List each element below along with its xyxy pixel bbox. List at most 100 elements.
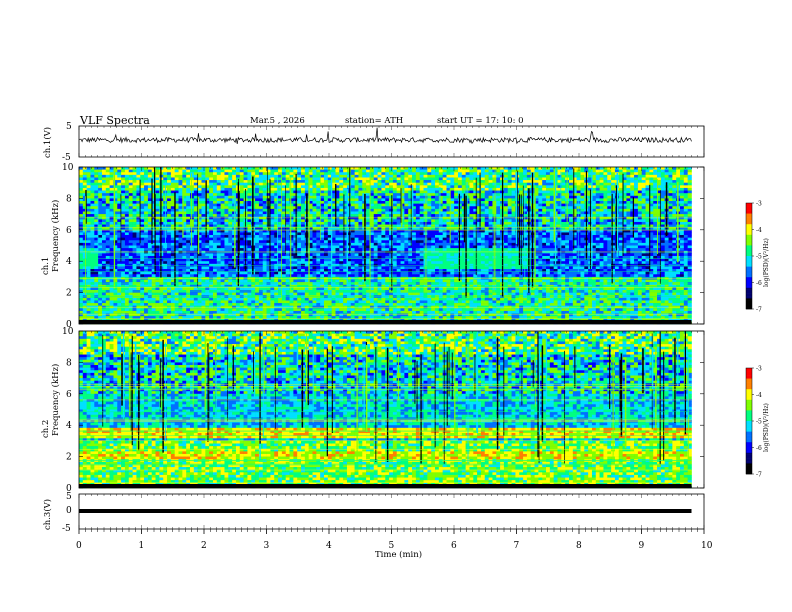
spectrogram-cell — [144, 237, 149, 241]
spectrogram-cell — [293, 203, 298, 207]
spectrogram-cell — [369, 292, 375, 296]
spectrogram-cell — [205, 289, 210, 293]
spectrogram-cell — [278, 292, 283, 296]
spectrogram-cell — [228, 248, 233, 252]
spectrogram-cell — [281, 193, 287, 197]
spectrogram-cell — [128, 227, 133, 231]
spectrogram-cell — [247, 245, 252, 249]
spectrogram-cell — [331, 169, 336, 173]
spectrogram-cell — [258, 316, 264, 320]
spectrogram-cell — [281, 187, 287, 191]
spectrogram-cell — [278, 282, 283, 286]
spectrogram-cell — [381, 316, 386, 320]
spectrogram-cell — [193, 253, 198, 257]
spectrogram-cell — [90, 198, 95, 202]
spectrogram-cell — [174, 221, 179, 225]
spectrogram-cell — [335, 261, 340, 265]
spectrogram-cell — [205, 269, 210, 272]
spectrogram-cell — [385, 221, 390, 225]
spectrogram-cell — [82, 271, 87, 275]
spectrogram-cell — [170, 310, 176, 314]
spectrogram-cell — [201, 261, 206, 265]
spectrogram-cell — [136, 271, 141, 275]
spectrogram-cell — [136, 214, 141, 218]
spectrogram-cell — [350, 242, 355, 246]
spectrogram-cell — [117, 269, 122, 272]
spectrogram-cell — [366, 190, 371, 194]
spectrogram-cell — [121, 237, 126, 241]
spectrogram-cell — [339, 232, 344, 236]
spectrogram-cell — [266, 316, 271, 320]
spectrogram-cell — [316, 248, 321, 252]
spectrogram-cell — [151, 174, 156, 178]
spectrogram-cell — [170, 237, 176, 241]
spectrogram-cell — [297, 297, 302, 301]
spectrogram-cell — [262, 242, 267, 246]
spectrogram-cell — [117, 174, 122, 178]
spectrogram-cell — [197, 258, 202, 262]
spectrogram-cell — [255, 269, 260, 272]
spectrogram-cell — [79, 245, 84, 249]
spectrogram-cell — [255, 180, 260, 183]
spectrogram-cell — [373, 229, 378, 233]
spectrogram-cell — [174, 289, 179, 293]
spectrogram-cell — [373, 193, 378, 197]
spectrogram-cell — [258, 221, 264, 225]
spectrogram-cell — [350, 216, 355, 220]
spectrogram-cell — [331, 180, 336, 183]
spectrogram-cell — [167, 271, 172, 275]
spectrogram-cell — [220, 310, 225, 314]
spectrogram-cell — [128, 229, 133, 233]
spectrogram-cell — [278, 279, 283, 283]
spectrogram-cell — [82, 300, 87, 304]
spectrogram-cell — [354, 190, 359, 194]
spectrogram-cell — [350, 206, 355, 210]
spectrogram-cell — [178, 193, 183, 197]
spectrogram-cell — [350, 198, 355, 202]
spectrogram-cell — [205, 316, 210, 320]
spectrogram-cell — [86, 274, 91, 278]
spectrogram-cell — [128, 261, 133, 265]
spectrogram-cell — [132, 240, 137, 244]
spectrogram-cell — [289, 193, 294, 197]
spectrogram-cell — [155, 224, 160, 228]
spectrogram-cell — [335, 300, 340, 304]
spectrogram-cell — [147, 172, 153, 176]
spectrogram-cell — [144, 242, 149, 246]
spectrogram-cell — [262, 258, 267, 262]
spectrogram-cell — [212, 177, 218, 181]
spectrogram-cell — [209, 229, 214, 233]
spectrogram-cell — [121, 174, 126, 178]
spectrogram-cell — [209, 227, 214, 231]
spectrogram-cell — [312, 167, 317, 170]
spectrogram-cell — [346, 310, 352, 314]
spectrogram-cell — [331, 235, 336, 238]
spectrogram-cell — [174, 245, 179, 249]
spectrogram-cell — [335, 198, 340, 202]
spectrogram-cell — [90, 201, 95, 204]
spectrogram-cell — [278, 255, 283, 259]
spectrogram-cell — [113, 308, 118, 312]
spectrogram-cell — [90, 287, 95, 291]
spectrogram-cell — [343, 167, 348, 170]
spectrogram-cell — [132, 206, 137, 210]
spectrogram-cell — [381, 224, 386, 228]
spectrogram-cell — [358, 258, 363, 262]
spectrogram-cell — [281, 198, 287, 202]
spectrogram-cell — [258, 190, 264, 194]
spectrogram-cell — [128, 198, 133, 202]
spectrogram-cell — [381, 232, 386, 236]
spectrogram-cell — [209, 255, 214, 259]
spectrogram-cell — [178, 263, 183, 267]
spectrogram-cell — [354, 214, 359, 218]
spectrogram-cell — [82, 292, 87, 296]
spectrogram-cell — [144, 216, 149, 220]
spectrogram-cell — [170, 269, 176, 272]
spectrogram-cell — [327, 279, 332, 283]
spectrogram-cell — [170, 201, 176, 204]
spectrogram-cell — [228, 279, 233, 283]
spectrogram-cell — [212, 190, 218, 194]
spectrogram-cell — [136, 308, 141, 312]
spectrogram-cell — [304, 180, 309, 183]
spectrogram-cell — [358, 221, 363, 225]
